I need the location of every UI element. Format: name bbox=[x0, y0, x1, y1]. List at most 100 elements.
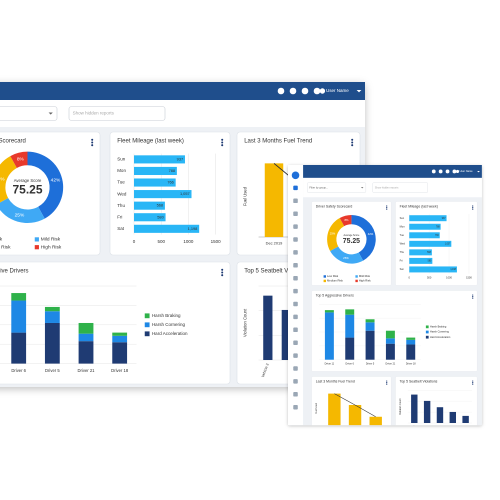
sidebar-icon[interactable] bbox=[293, 198, 298, 204]
y-tick-label: Sun bbox=[400, 216, 405, 220]
header-icon[interactable] bbox=[301, 87, 309, 95]
menu-dot bbox=[386, 383, 388, 385]
sidebar-icon[interactable] bbox=[293, 379, 298, 384]
y-tick-label: Wed bbox=[117, 191, 127, 196]
bar bbox=[409, 257, 433, 264]
legend-label: Harsh Braking bbox=[152, 313, 181, 318]
y-tick-label: Thu bbox=[400, 250, 405, 254]
sidebar-icon[interactable] bbox=[293, 301, 298, 307]
x-tick-label: 500 bbox=[427, 276, 432, 280]
segment-label: 8% bbox=[345, 218, 350, 222]
sidebar-icon[interactable] bbox=[293, 353, 298, 358]
header-icon[interactable] bbox=[277, 87, 285, 95]
legend-label: Mild Risk bbox=[359, 274, 371, 278]
legend-swatch bbox=[425, 325, 429, 329]
bar bbox=[281, 309, 291, 360]
menu-dot bbox=[386, 208, 388, 210]
report-filter-text[interactable]: Show hidden reports bbox=[73, 111, 115, 116]
header-icon[interactable] bbox=[445, 169, 450, 174]
menu-dot bbox=[472, 297, 474, 299]
sidebar-icon[interactable] bbox=[293, 250, 298, 255]
bar-value-label: 580 bbox=[428, 260, 432, 262]
header-icon[interactable] bbox=[452, 169, 457, 174]
sidebar-icon[interactable] bbox=[293, 314, 298, 320]
trend-line bbox=[334, 393, 376, 417]
sidebar-icon[interactable] bbox=[293, 392, 298, 397]
report-filter-dropdown[interactable] bbox=[372, 182, 428, 193]
sidebar-icon[interactable] bbox=[293, 224, 298, 229]
x-tick-label: Driver 11 bbox=[325, 362, 335, 365]
user-name[interactable]: User Name bbox=[460, 169, 474, 173]
bar bbox=[263, 295, 273, 360]
sidebar-icon[interactable] bbox=[293, 288, 298, 294]
segment-label: 25% bbox=[343, 256, 349, 260]
bar-segment bbox=[78, 333, 94, 342]
bar-value-label: 766 bbox=[167, 180, 174, 185]
user-name[interactable]: User Name bbox=[326, 88, 349, 93]
x-tick-label: Dec 2019 bbox=[330, 430, 340, 432]
dashboard-window: User Name Filter by group... Show hidden r… bbox=[288, 165, 482, 432]
sidebar-logo bbox=[291, 171, 300, 180]
group-filter-dropdown[interactable] bbox=[307, 182, 366, 193]
group-filter-dropdown[interactable] bbox=[0, 106, 58, 121]
legend-swatch bbox=[425, 330, 429, 334]
bar bbox=[264, 163, 284, 237]
bar bbox=[462, 415, 469, 423]
donut-segment bbox=[339, 214, 352, 227]
sidebar-icon[interactable] bbox=[293, 185, 298, 191]
card-title: Top 5 Aggressive Drivers bbox=[316, 294, 354, 298]
legend-swatch bbox=[144, 331, 150, 337]
header-icon[interactable] bbox=[438, 169, 443, 174]
bar-segment bbox=[385, 330, 395, 339]
sidebar-icon[interactable] bbox=[293, 404, 298, 410]
report-filter-dropdown[interactable] bbox=[68, 106, 166, 121]
group-filter-text[interactable]: Filter by group... bbox=[309, 185, 328, 189]
bar-segment bbox=[324, 310, 334, 313]
card-title: Top 5 Aggressive Drivers bbox=[0, 269, 29, 275]
bar-segment bbox=[406, 339, 416, 345]
user-avatar[interactable] bbox=[455, 169, 460, 173]
header-icon[interactable] bbox=[313, 87, 321, 95]
x-tick-label: 1500 bbox=[211, 239, 222, 244]
menu-dot bbox=[472, 205, 474, 207]
legend-label: Medium Risk bbox=[0, 244, 11, 250]
legend-label: High Risk bbox=[359, 279, 371, 283]
user-avatar[interactable] bbox=[319, 88, 326, 94]
sidebar-icon[interactable] bbox=[293, 263, 298, 268]
report-filter-text[interactable]: Show hidden reports bbox=[375, 185, 399, 189]
segment-label: 8% bbox=[17, 157, 25, 163]
bar-segment bbox=[11, 332, 27, 364]
menu-dot bbox=[472, 381, 474, 384]
x-tick-label: 0 bbox=[133, 239, 136, 244]
sidebar-icon[interactable] bbox=[293, 275, 298, 281]
card-bg bbox=[395, 376, 478, 426]
header-icon[interactable] bbox=[289, 87, 297, 95]
x-tick-label: Driver 6 bbox=[346, 362, 355, 365]
sidebar-icon[interactable] bbox=[293, 366, 298, 371]
sidebar-icon[interactable] bbox=[293, 211, 298, 216]
bar bbox=[411, 394, 418, 423]
menu-dot bbox=[221, 141, 224, 144]
menu-dot bbox=[386, 206, 388, 209]
bar-segment bbox=[406, 337, 416, 340]
y-axis-label: Fuel Used bbox=[315, 402, 318, 414]
bar-segment bbox=[345, 309, 355, 315]
legend-swatch bbox=[425, 335, 429, 339]
header-bar bbox=[0, 82, 365, 100]
sidebar-icon[interactable] bbox=[293, 340, 298, 345]
sidebar-icon[interactable] bbox=[293, 237, 298, 242]
bar-segment bbox=[112, 342, 128, 364]
sidebar-icon[interactable] bbox=[293, 327, 298, 333]
card: Top 5 Seatbelt Violations Violation Count… bbox=[395, 376, 478, 426]
y-tick-label: Mon bbox=[117, 168, 126, 173]
menu-dot bbox=[91, 144, 94, 147]
legend-swatch bbox=[144, 322, 150, 328]
bar-segment bbox=[324, 312, 334, 360]
menu-dot bbox=[221, 271, 224, 274]
header-icon[interactable] bbox=[431, 169, 436, 174]
bar bbox=[134, 155, 185, 164]
segment-label: 25% bbox=[15, 212, 25, 218]
menu-dot bbox=[472, 295, 474, 298]
menu-dot bbox=[221, 274, 224, 277]
menu-dot bbox=[386, 381, 388, 384]
